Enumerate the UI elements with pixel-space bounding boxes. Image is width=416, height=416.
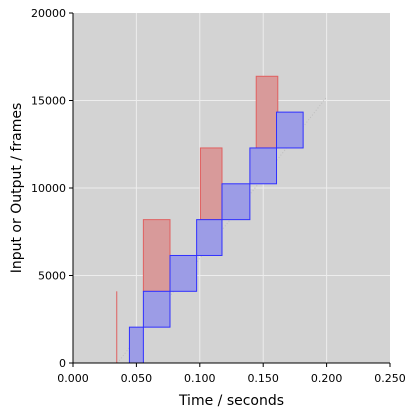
series-2-block — [128, 326, 144, 364]
blocks-layer — [116, 75, 304, 364]
grid — [73, 13, 390, 363]
x-tick-label: 0.100 — [184, 372, 216, 385]
series-2-block — [196, 219, 223, 256]
x-tick-label: 0.000 — [57, 372, 89, 385]
series-2-block — [221, 183, 251, 221]
series-2-block — [249, 147, 278, 185]
x-tick-label: 0.250 — [374, 372, 406, 385]
series-2-block — [276, 111, 304, 149]
x-axis-title: Time / seconds — [178, 393, 284, 409]
y-tick-label: 5000 — [38, 270, 66, 283]
y-tick-label: 0 — [59, 357, 66, 370]
y-tick-label: 10000 — [31, 182, 66, 195]
series-1-block — [142, 219, 171, 292]
x-tick-label: 0.150 — [247, 372, 279, 385]
x-tick-label: 0.200 — [311, 372, 343, 385]
y-tick-label: 20000 — [31, 7, 66, 20]
axes — [69, 12, 391, 367]
series-2-block — [142, 290, 171, 328]
series-1-block — [255, 75, 279, 149]
y-tick-label: 15000 — [31, 95, 66, 108]
y-axis-title: Input or Output / frames — [9, 103, 25, 274]
tick-labels: 0.000 0.050 0.100 0.150 0.200 0.250 0 5000 10000… — [31, 7, 406, 385]
series-1-block — [199, 147, 223, 221]
series-2-block — [169, 254, 198, 292]
x-tick-label: 0.050 — [121, 372, 153, 385]
